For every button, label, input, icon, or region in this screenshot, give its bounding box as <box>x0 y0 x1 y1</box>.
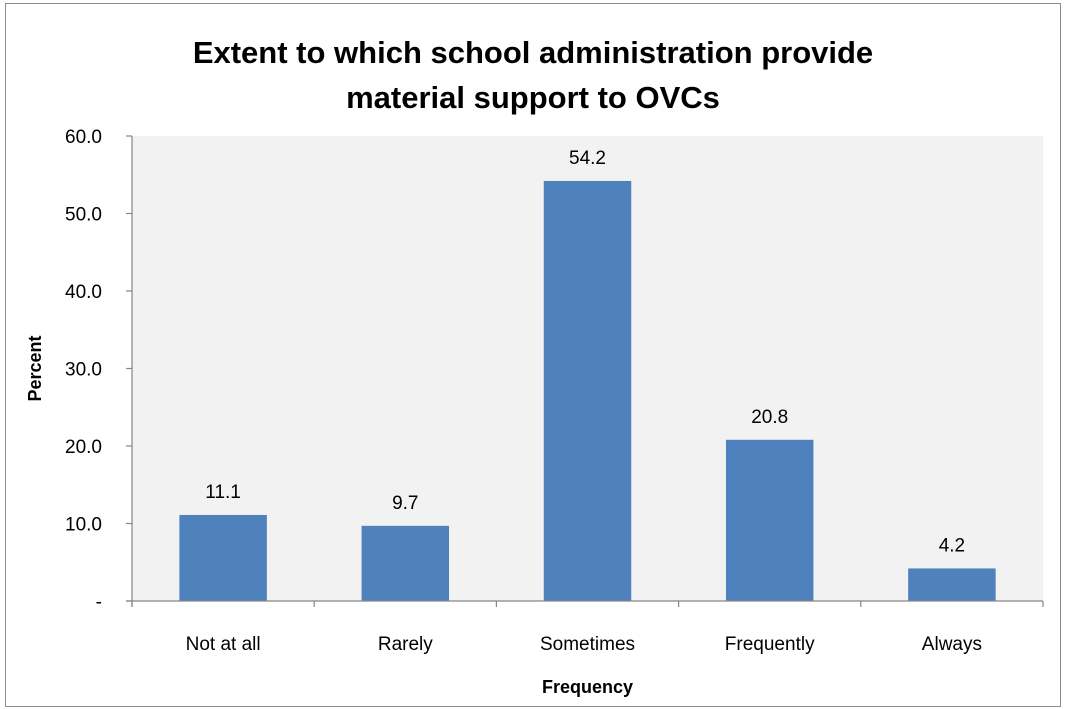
y-tick-label-3: 30.0 <box>65 360 102 381</box>
y-tick-label-1: 10.0 <box>65 515 102 536</box>
bar-0 <box>179 514 267 601</box>
y-tick-label-2: 20.0 <box>65 437 102 458</box>
data-label-0: 11.1 <box>205 482 241 503</box>
y-tick-label-5: 50.0 <box>65 205 102 226</box>
chart-title-line-1: Extent to which school administration pr… <box>193 35 873 70</box>
x-tick-label-2: Sometimes <box>540 634 635 655</box>
bar-1 <box>361 525 450 601</box>
data-label-2: 54.2 <box>569 148 606 169</box>
chart-title-line-2: material support to OVCs <box>346 80 720 115</box>
y-axis-label: Percent <box>25 335 45 401</box>
y-tick-label-4: 40.0 <box>65 282 102 303</box>
bars-group: 11.1 Not at all 9.7 Rarely 54.2 Sometimes 20.8… <box>179 148 996 655</box>
x-tick-label-0: Not at all <box>186 634 261 655</box>
axes-group: - 10.0 20.0 30.0 40.0 50.0 60.0 <box>65 127 1044 613</box>
bar-2 <box>543 180 632 601</box>
data-label-3: 20.8 <box>751 407 788 428</box>
x-tick-label-4: Always <box>922 634 982 655</box>
data-label-4: 4.2 <box>939 535 965 556</box>
x-axis-label: Frequency <box>542 677 633 697</box>
x-tick-label-1: Rarely <box>378 634 433 655</box>
x-tick-label-3: Frequently <box>725 634 815 655</box>
bar-3 <box>725 439 814 601</box>
bar-4 <box>908 568 996 601</box>
y-tick-label-6: 60.0 <box>65 127 102 148</box>
data-label-1: 9.7 <box>392 493 418 514</box>
y-tick-label-0: - <box>96 592 102 613</box>
